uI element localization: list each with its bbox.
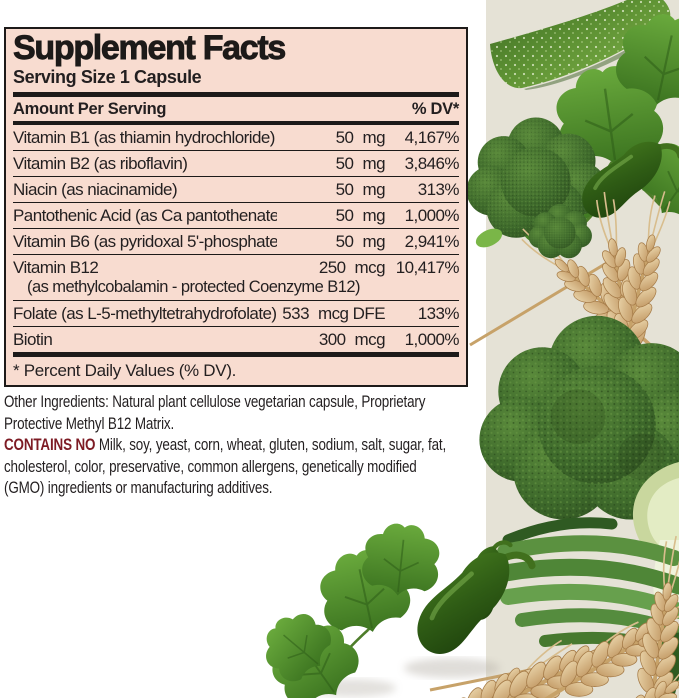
table-row: Vitamin B2 (as riboflavin) 50 mg 3,846% bbox=[13, 150, 460, 176]
dv-cell: 3,846% bbox=[404, 154, 460, 174]
table-row: Vitamin B1 (as thiamin hydrochloride) 50… bbox=[13, 125, 460, 150]
nutrient-name: Biotin bbox=[13, 330, 53, 350]
amount-cell: 50 mg bbox=[335, 128, 386, 148]
cilantro-shadow bbox=[308, 679, 396, 697]
broccoli-small-image bbox=[466, 117, 607, 238]
nutrient-name: Vitamin B6 bbox=[13, 232, 90, 252]
nutrient-form: (as pyridoxal 5'-phosphate) bbox=[93, 232, 277, 252]
nutrient-name: Folate bbox=[13, 304, 58, 324]
amount-cell: 533 mcg DFE bbox=[282, 304, 385, 324]
cucumber-image bbox=[490, 0, 671, 90]
bok-choy-image bbox=[632, 462, 679, 600]
nutrient-form: (as methylcobalamin - protected Coenzyme… bbox=[27, 278, 360, 297]
cilantro-sprig-image bbox=[493, 5, 679, 260]
pepper-shadow bbox=[404, 658, 500, 678]
table-row: Niacin (as niacinamide) 50 mg 313% bbox=[13, 176, 460, 202]
green-pepper-small-image bbox=[461, 538, 511, 623]
wheat-bottom-image bbox=[362, 530, 679, 698]
dv-footnote: * Percent Daily Values (% DV). bbox=[13, 361, 237, 381]
amount-cell: 300 mcg bbox=[318, 330, 386, 350]
nutrient-name: Vitamin B1 bbox=[13, 128, 90, 148]
amount-cell: 250 mcg bbox=[318, 258, 386, 278]
contains-no: CONTAINS NO Milk, soy, yeast, corn, whea… bbox=[4, 434, 478, 499]
green-beans-image bbox=[491, 517, 679, 698]
dv-label: % DV* bbox=[411, 100, 459, 119]
photo-background bbox=[486, 0, 679, 698]
amount-per-serving-label: Amount Per Serving bbox=[13, 100, 167, 119]
table-row: Pantothenic Acid (as Ca pantothenate) 50… bbox=[13, 202, 460, 228]
nutrient-form: (as Ca pantothenate) bbox=[135, 206, 277, 226]
other-ingredients: Other Ingredients: Natural plant cellulo… bbox=[4, 391, 478, 434]
amount-cell: 50 mg bbox=[335, 206, 386, 226]
nutrient-table: Vitamin B1 (as thiamin hydrochloride) 50… bbox=[13, 125, 460, 352]
nutrient-name: Vitamin B12 bbox=[13, 258, 99, 278]
ingredients-text: Other Ingredients: Natural plant cellulo… bbox=[4, 391, 478, 499]
cilantro-bottom-image bbox=[251, 519, 444, 698]
table-header: Amount Per Serving % DV* bbox=[13, 97, 459, 121]
contains-no-value: Milk, soy, yeast, corn, wheat, gluten, s… bbox=[4, 435, 447, 497]
nutrient-form: (as thiamin hydrochloride) bbox=[93, 128, 276, 148]
nutrient-form: (as niacinamide) bbox=[61, 180, 178, 200]
other-ingredients-value: Natural plant cellulose vegetarian capsu… bbox=[4, 392, 426, 433]
nutrient-name: Pantothenic Acid bbox=[13, 206, 131, 226]
nutrient-name: Vitamin B2 bbox=[13, 154, 90, 174]
other-ingredients-label: Other Ingredients: bbox=[4, 392, 109, 411]
dv-cell: 1,000% bbox=[404, 330, 460, 350]
table-row: Vitamin B6 (as pyridoxal 5'-phosphate) 5… bbox=[13, 228, 460, 254]
divider-thick bbox=[13, 121, 459, 126]
dv-cell: 4,167% bbox=[404, 128, 460, 148]
broccoli-large-image bbox=[479, 315, 679, 520]
contains-no-label: CONTAINS NO bbox=[4, 435, 96, 454]
dv-cell: 2,941% bbox=[404, 232, 460, 252]
divider-thick bbox=[13, 352, 459, 358]
supplement-facts-panel: Supplement Facts Serving Size 1 Capsule … bbox=[4, 27, 468, 388]
table-row: Biotin 300 mcg 1,000% bbox=[13, 326, 460, 352]
nutrient-form: (as riboflavin) bbox=[93, 154, 188, 174]
table-row: Folate (as L-5-methyltetrahydrofolate) 5… bbox=[13, 300, 460, 326]
panel-title: Supplement Facts bbox=[13, 29, 287, 67]
divider-thick bbox=[13, 92, 459, 98]
dv-cell: 133% bbox=[417, 304, 460, 324]
amount-cell: 50 mg bbox=[335, 180, 386, 200]
amount-cell: 50 mg bbox=[335, 232, 386, 252]
dv-cell: 1,000% bbox=[404, 206, 460, 226]
dv-cell: 10,417% bbox=[395, 258, 460, 278]
wheat-stalks-image bbox=[469, 184, 679, 432]
serving-size: Serving Size 1 Capsule bbox=[13, 67, 202, 88]
green-pepper-image bbox=[573, 120, 679, 233]
dv-cell: 313% bbox=[417, 180, 460, 200]
nutrient-form: (as L-5-methyltetrahydrofolate) bbox=[61, 304, 277, 324]
amount-cell: 50 mg bbox=[335, 154, 386, 174]
table-row: Vitamin B12 250 mcg 10,417% (as methylcob… bbox=[13, 254, 460, 300]
nutrient-name: Niacin bbox=[13, 180, 58, 200]
green-pepper-bottom-image bbox=[406, 527, 534, 672]
